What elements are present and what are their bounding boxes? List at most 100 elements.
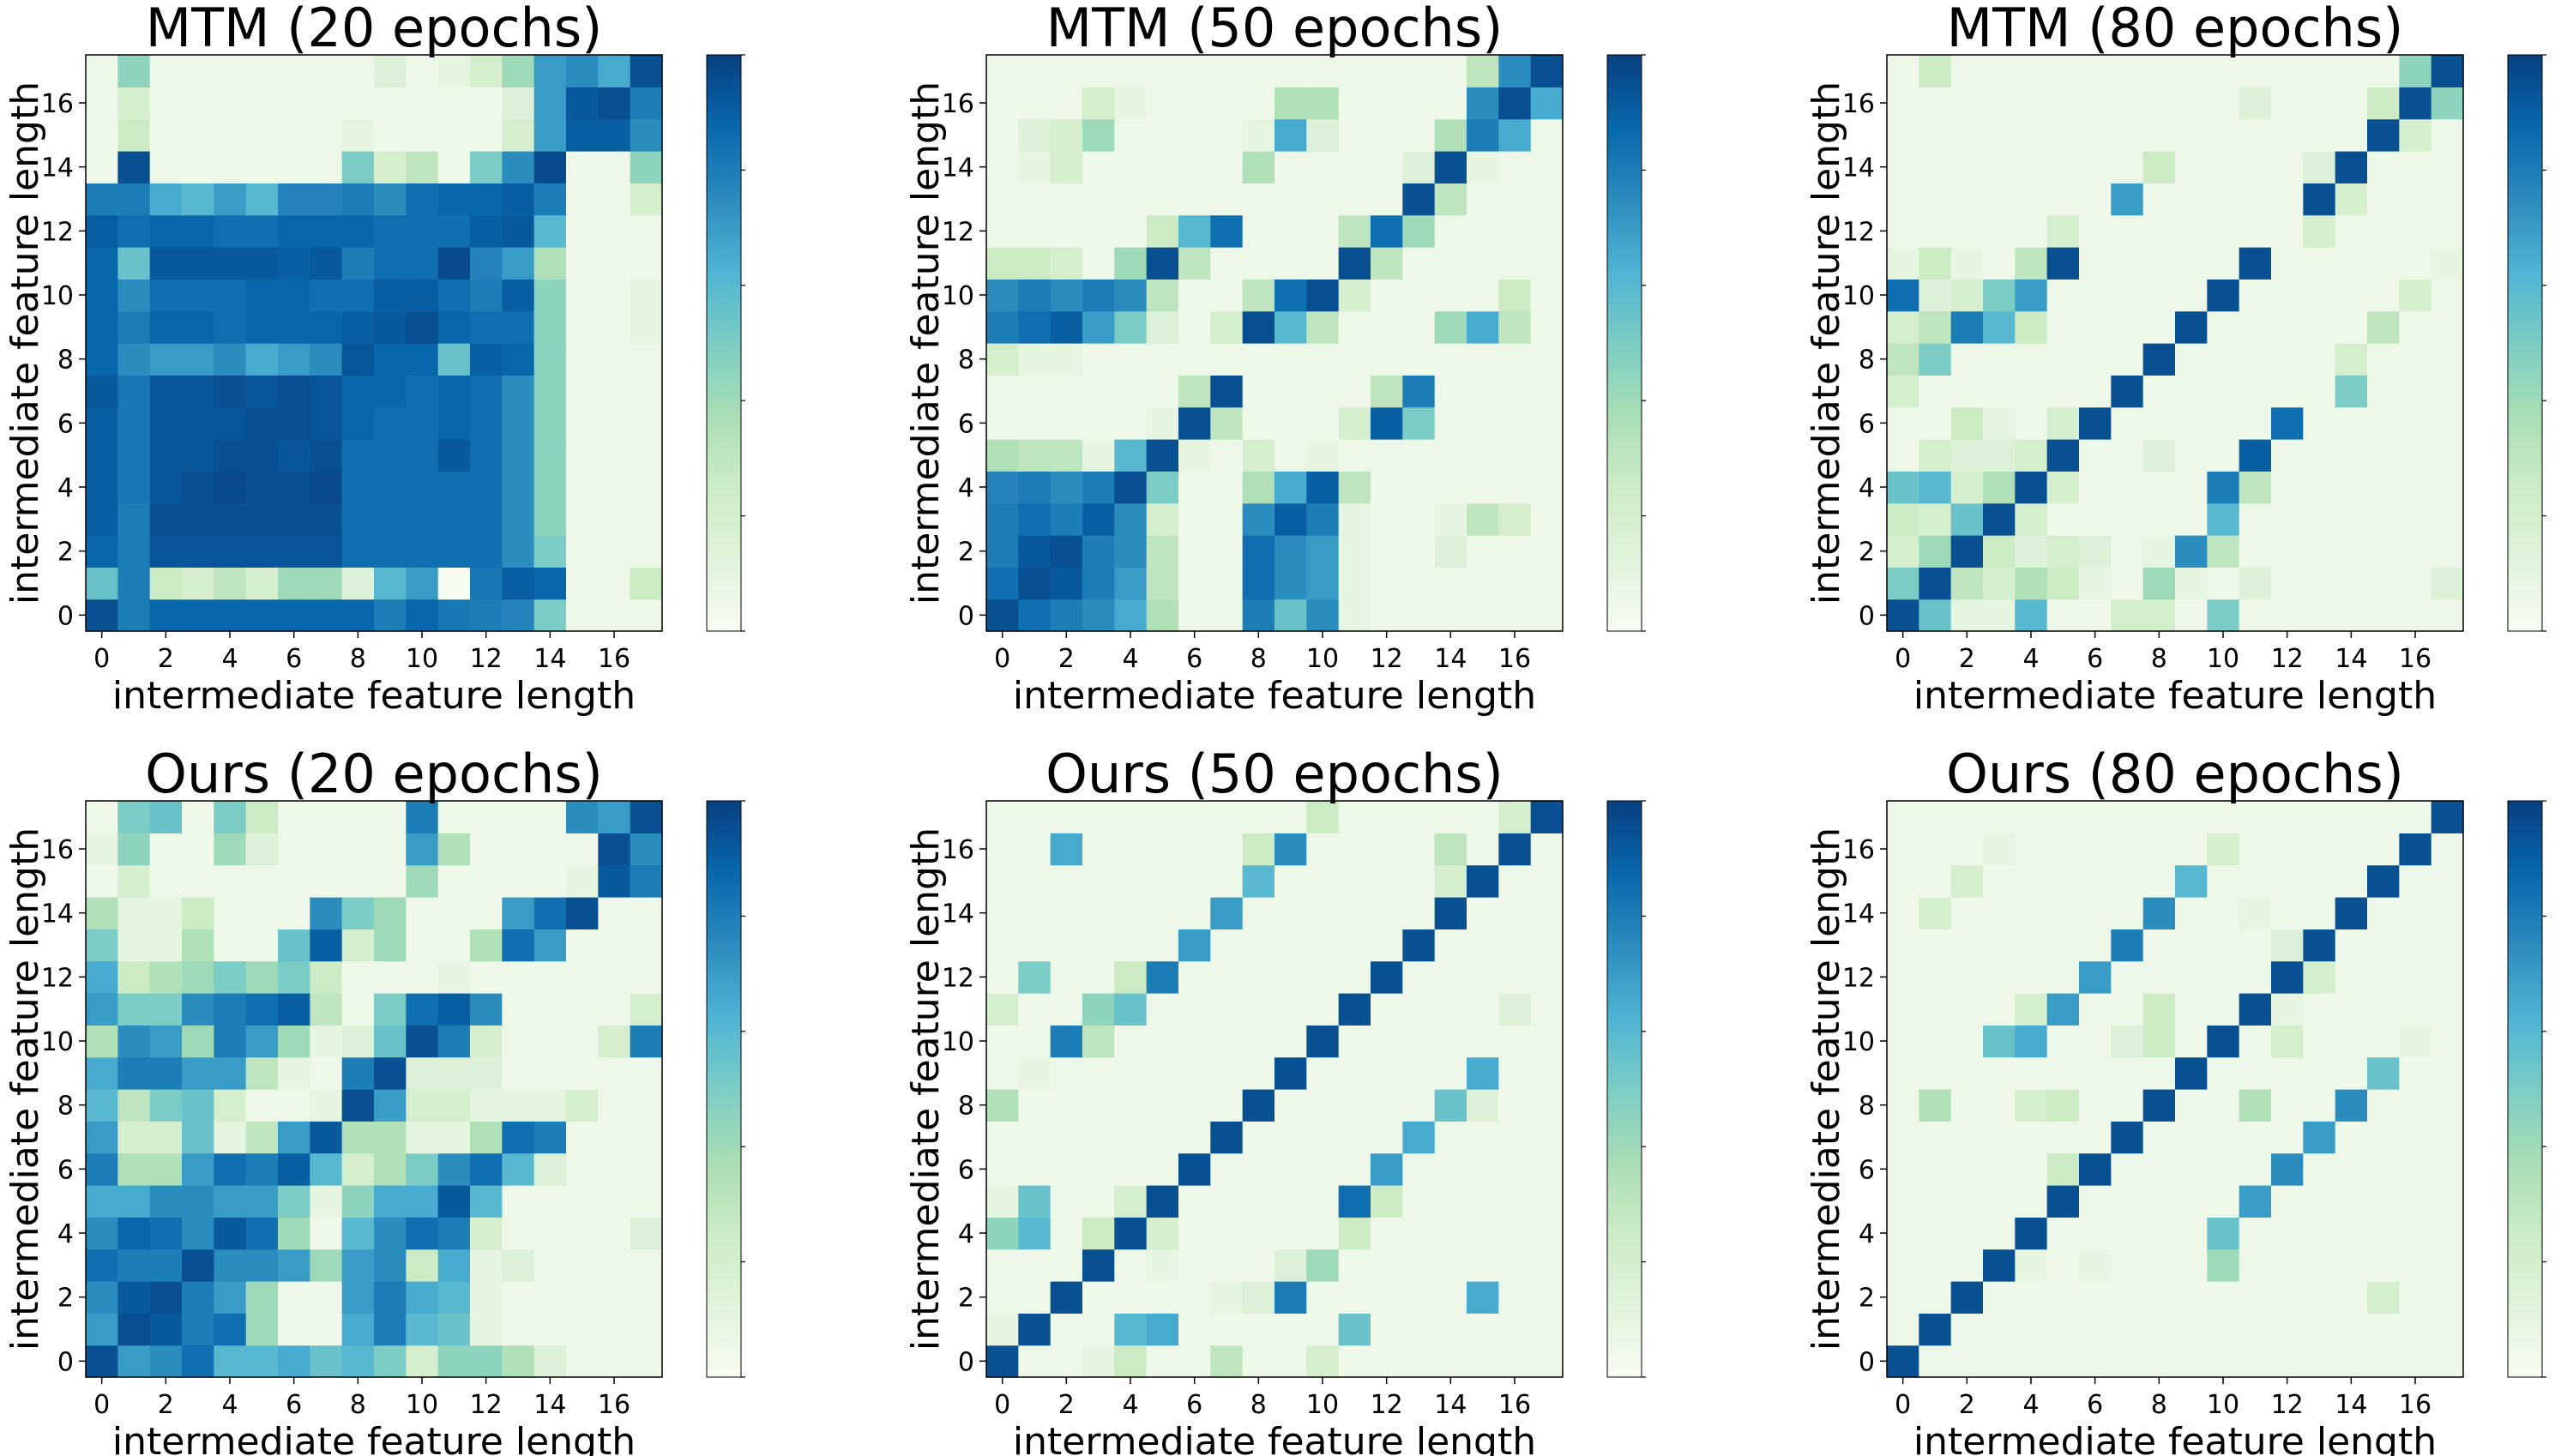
heatmap-cell bbox=[502, 439, 535, 472]
heatmap-cell bbox=[2207, 118, 2240, 152]
heatmap-cell bbox=[1274, 864, 1307, 898]
heatmap-cell bbox=[2175, 897, 2208, 930]
heatmap-cell bbox=[341, 535, 375, 568]
heatmap-cell bbox=[533, 929, 567, 962]
y-tick-label: 4 bbox=[958, 473, 974, 503]
x-tick-label: 12 bbox=[1371, 1390, 1403, 1420]
heatmap-cell bbox=[1018, 1217, 1052, 1250]
heatmap-cell bbox=[986, 183, 1019, 216]
heatmap-cell bbox=[86, 960, 118, 994]
heatmap-cell bbox=[2015, 1313, 2048, 1346]
heatmap-cell bbox=[1018, 897, 1052, 930]
heatmap-cell bbox=[2271, 897, 2304, 930]
heatmap-cell bbox=[1146, 1185, 1179, 1218]
heatmap-cell bbox=[1114, 502, 1148, 536]
heatmap-cell bbox=[533, 343, 567, 376]
heatmap-cell bbox=[502, 1025, 535, 1058]
heatmap-cell bbox=[2175, 375, 2208, 408]
y-tick-label: 10 bbox=[41, 281, 74, 311]
heatmap-cell bbox=[2367, 1056, 2400, 1090]
heatmap-cell bbox=[598, 1248, 631, 1282]
x-tick-label: 14 bbox=[2335, 644, 2367, 674]
heatmap-cell bbox=[1950, 535, 1984, 568]
heatmap-cell bbox=[986, 1313, 1019, 1346]
heatmap-cell bbox=[1210, 929, 1244, 962]
heatmap-cell bbox=[1371, 183, 1403, 216]
heatmap-cell bbox=[214, 897, 247, 930]
heatmap-cell bbox=[118, 502, 151, 536]
heatmap-cell bbox=[1178, 1121, 1211, 1154]
heatmap-cell bbox=[1338, 471, 1371, 504]
heatmap-cell bbox=[2015, 279, 2048, 312]
heatmap-cell bbox=[2431, 864, 2464, 898]
heatmap-cell bbox=[1467, 960, 1499, 994]
heatmap-cell bbox=[1983, 55, 2016, 87]
heatmap-cell bbox=[2111, 375, 2144, 408]
heatmap-cell bbox=[1178, 310, 1211, 344]
heatmap-cell bbox=[2303, 343, 2336, 376]
heatmap-cell bbox=[1242, 993, 1275, 1026]
heatmap-cell bbox=[278, 1089, 310, 1122]
heatmap-cell bbox=[2399, 897, 2432, 930]
chart-title: MTM (20 epochs) bbox=[146, 0, 603, 59]
heatmap-cell bbox=[1306, 1281, 1340, 1314]
y-tick-label: 14 bbox=[942, 899, 974, 930]
heatmap-cell bbox=[1530, 87, 1564, 120]
heatmap-cell bbox=[214, 1152, 247, 1186]
heatmap-cell bbox=[1530, 118, 1564, 152]
heatmap-cell bbox=[1242, 151, 1275, 184]
heatmap-cell bbox=[1498, 279, 1532, 312]
heatmap-cell bbox=[1178, 279, 1211, 312]
heatmap-cell bbox=[1082, 247, 1115, 280]
y-tick-label: 10 bbox=[942, 281, 974, 311]
heatmap-cell bbox=[1242, 1121, 1275, 1154]
heatmap-cell bbox=[1274, 310, 1307, 344]
heatmap-cell bbox=[1082, 1089, 1115, 1122]
heatmap-cell bbox=[2271, 214, 2304, 248]
heatmap-cell bbox=[2175, 151, 2208, 184]
heatmap-cell bbox=[1210, 310, 1244, 344]
heatmap-cell bbox=[245, 960, 279, 994]
heatmap-cell bbox=[2303, 87, 2336, 120]
heatmap-cell bbox=[1210, 151, 1244, 184]
x-tick-label: 4 bbox=[1122, 1390, 1138, 1420]
heatmap-cell bbox=[566, 375, 599, 408]
heatmap-cell bbox=[2303, 567, 2336, 600]
heatmap-cell bbox=[1919, 1217, 1952, 1250]
heatmap-cell bbox=[1467, 1121, 1499, 1154]
heatmap-cell bbox=[406, 1056, 439, 1090]
heatmap-cell bbox=[182, 833, 214, 866]
heatmap-cell bbox=[1338, 567, 1371, 600]
heatmap-cell bbox=[1467, 247, 1499, 280]
heatmap-cell bbox=[1050, 864, 1083, 898]
heatmap-cell bbox=[2111, 151, 2144, 184]
x-tick-label: 0 bbox=[994, 644, 1010, 674]
heatmap-cell bbox=[1146, 375, 1179, 408]
heatmap-cell bbox=[2111, 471, 2144, 504]
heatmap-cell bbox=[341, 1217, 375, 1250]
heatmap-cell bbox=[341, 310, 375, 344]
heatmap-cell bbox=[2207, 1217, 2240, 1250]
heatmap-cell bbox=[2431, 1121, 2464, 1154]
heatmap-cell bbox=[118, 247, 151, 280]
heatmap-cell bbox=[533, 1281, 567, 1314]
heatmap-cell bbox=[2207, 439, 2240, 472]
heatmap-cell bbox=[1146, 1217, 1179, 1250]
heatmap-cell bbox=[2335, 1313, 2368, 1346]
y-tick-label: 2 bbox=[57, 1284, 74, 1314]
heatmap-cell bbox=[1919, 118, 1952, 152]
heatmap-cell bbox=[1434, 1121, 1467, 1154]
heatmap-cell bbox=[502, 833, 535, 866]
heatmap-cell bbox=[1983, 406, 2016, 440]
heatmap-cell bbox=[1467, 1345, 1499, 1378]
heatmap-cell bbox=[1983, 1025, 2016, 1058]
heatmap-cell bbox=[2142, 502, 2176, 536]
heatmap-cell bbox=[1498, 151, 1532, 184]
heatmap-cell bbox=[2046, 1217, 2080, 1250]
heatmap-cell bbox=[2142, 864, 2176, 898]
heatmap-cell bbox=[2431, 1089, 2464, 1122]
heatmap-cell bbox=[1018, 55, 1052, 87]
heatmap-cell bbox=[1434, 406, 1467, 440]
heatmap-cell bbox=[2175, 183, 2208, 216]
heatmap-cell bbox=[341, 1345, 375, 1378]
